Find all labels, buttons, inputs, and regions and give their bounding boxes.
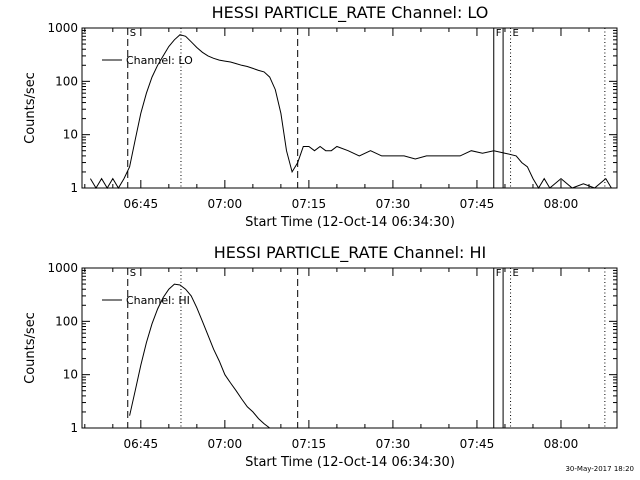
x-tick-label: 06:45	[124, 197, 159, 211]
time-marker-label: S	[130, 268, 136, 279]
plot-frame	[81, 27, 618, 189]
x-axis-label-lo: Start Time (12-Oct-14 06:34:30)	[245, 215, 455, 230]
y-axis-label-hi: Counts/sec	[23, 312, 38, 384]
x-tick-label: 08:00	[544, 437, 579, 451]
chart-title-lo: HESSI PARTICLE_RATE Channel: LO	[212, 3, 489, 23]
legend-label: Channel: HI	[126, 294, 190, 307]
time-marker-label: E	[513, 268, 519, 279]
x-tick-label: 08:00	[544, 197, 579, 211]
x-tick-label: 06:45	[124, 437, 159, 451]
series-line	[89, 34, 612, 189]
plot-frame	[81, 267, 618, 429]
y-tick-label: 100	[55, 74, 78, 88]
y-tick-label: 1000	[47, 21, 78, 35]
x-tick-label: 07:15	[292, 437, 327, 451]
x-tick-label: 07:30	[376, 197, 411, 211]
y-tick-label: 1000	[47, 261, 78, 275]
legend-label: Channel: LO	[126, 54, 193, 67]
series-line	[129, 283, 271, 429]
print-timestamp: 30-May-2017 18:20	[565, 465, 634, 473]
y-axis-label-lo: Counts/sec	[23, 72, 38, 144]
x-tick-label: 07:45	[460, 197, 495, 211]
panel-hi: HESSI PARTICLE_RATE Channel: HI Start Ti…	[23, 243, 618, 470]
y-tick-label: 10	[63, 128, 78, 142]
y-tick-label: 10	[63, 368, 78, 382]
x-tick-label: 07:00	[208, 197, 243, 211]
y-tick-label: 1	[70, 181, 78, 195]
panel-lo: HESSI PARTICLE_RATE Channel: LO Start Ti…	[23, 3, 618, 230]
x-axis-label-hi: Start Time (12-Oct-14 06:34:30)	[245, 455, 455, 470]
time-marker-label: F	[496, 268, 502, 279]
x-tick-label: 07:00	[208, 437, 243, 451]
y-tick-label: 1	[70, 421, 78, 435]
time-marker-label: S	[130, 28, 136, 39]
x-tick-label: 07:45	[460, 437, 495, 451]
x-tick-label: 07:15	[292, 197, 327, 211]
time-marker-label: E	[513, 28, 519, 39]
x-tick-label: 07:30	[376, 437, 411, 451]
chart-title-hi: HESSI PARTICLE_RATE Channel: HI	[214, 243, 487, 263]
y-tick-label: 100	[55, 314, 78, 328]
time-marker-label: F	[496, 28, 502, 39]
